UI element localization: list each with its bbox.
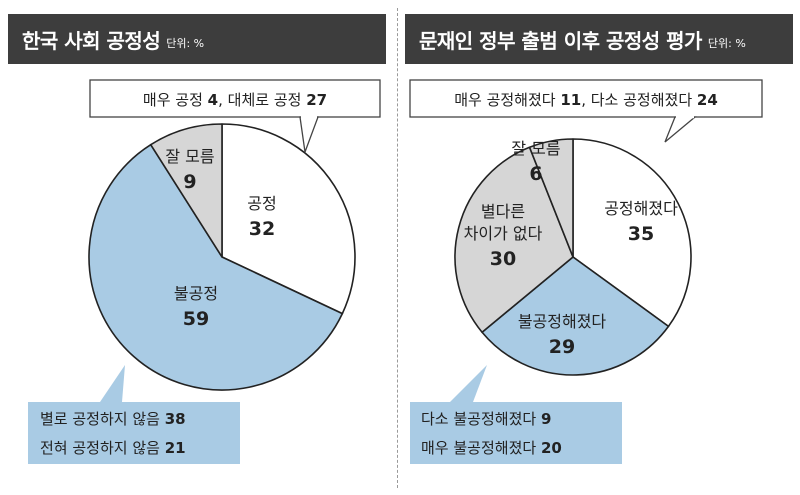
top-callout: 매우 공정 4, 대체로 공정 27 (89, 79, 381, 153)
top-callout-box (89, 79, 381, 118)
right-chart-title: 문재인 정부 출범 이후 공정성 평가 (419, 28, 702, 53)
top-callout-value: 11 (560, 91, 581, 109)
pie-slice-별다른-차이가-없다 (454, 146, 574, 334)
pie-slice-공정해졌다 (572, 138, 692, 328)
slice-value: 35 (628, 223, 654, 245)
pie-slice-잘-모름 (149, 123, 223, 258)
slice-label-불공정해졌다: 불공정해졌다 29 (518, 312, 607, 358)
slice-value: 29 (549, 336, 575, 358)
pie-slice-잘-모름 (528, 138, 574, 258)
top-callout-text: 매우 공정 4, 대체로 공정 27 (143, 91, 327, 109)
pie-slices (88, 123, 356, 391)
left-chart-title: 한국 사회 공정성 (22, 28, 161, 53)
pie-slice-불공정 (88, 143, 344, 391)
slice-value: 32 (249, 218, 275, 240)
slice-name-line2: 차이가 없다 (464, 224, 543, 243)
bottom-callout-value: 9 (541, 410, 551, 428)
top-callout-label: , 대체로 공정 (218, 91, 306, 109)
top-callout-box (409, 79, 763, 118)
bottom-callout-line: 별로 공정하지 않음 38 (40, 410, 186, 428)
top-callout: 매우 공정해졌다 11, 다소 공정해졌다 24 (409, 79, 763, 143)
top-callout-value: 24 (697, 91, 718, 109)
slice-name: 공정해졌다 (604, 199, 678, 218)
slice-label-불공정: 불공정 59 (174, 284, 218, 330)
bottom-callout-value: 38 (165, 410, 186, 428)
slice-value: 59 (183, 308, 209, 330)
slice-label-공정: 공정 32 (247, 194, 276, 240)
left-chart-panel: 한국 사회 공정성 단위: % 공정 32 불공정 59 잘 모름 9 매우 공정 4, 대… (0, 0, 390, 495)
bottom-callout-line: 매우 불공정해졌다 20 (421, 439, 562, 457)
left-chart-header: 한국 사회 공정성 단위: % (8, 14, 386, 64)
bottom-callout-value: 21 (165, 439, 186, 457)
slice-value: 30 (490, 248, 516, 270)
top-callout-pointer (664, 116, 697, 143)
pie-slice-불공정해졌다 (481, 256, 670, 376)
slice-label-잘-모름: 잘 모름 6 (511, 139, 560, 185)
top-callout-value: 27 (306, 91, 327, 109)
bottom-callout: 다소 불공정해졌다 9매우 불공정해졌다 20 (410, 365, 622, 464)
top-callout-label: , 다소 공정해졌다 (581, 91, 697, 109)
bottom-callout-label: 다소 불공정해졌다 (421, 410, 541, 428)
right-unit-label: 단위: % (707, 37, 746, 50)
pie-slice-공정 (221, 123, 356, 315)
bottom-callout-line: 다소 불공정해졌다 9 (421, 410, 551, 428)
slice-name: 잘 모름 (165, 147, 214, 166)
right-chart-header: 문재인 정부 출범 이후 공정성 평가 단위: % (405, 14, 793, 64)
bottom-callout-value: 20 (541, 439, 562, 457)
top-callout-pointer (299, 116, 319, 153)
top-callout-text: 매우 공정해졌다 11, 다소 공정해졌다 24 (454, 91, 718, 109)
slice-value: 6 (529, 163, 542, 185)
slice-name: 공정 (247, 194, 276, 213)
top-callout-value: 4 (208, 91, 218, 109)
left-pie-chart: 공정 32 불공정 59 잘 모름 9 매우 공정 4, 대체로 공정 27 별로 공정하지 … (28, 79, 381, 464)
pie-slices (454, 138, 692, 376)
bottom-callout-label: 별로 공정하지 않음 (40, 410, 165, 428)
slice-name: 불공정 (174, 284, 218, 303)
bottom-callout-label: 전혀 공정하지 않음 (40, 439, 165, 457)
bottom-callout-line: 전혀 공정하지 않음 21 (40, 439, 186, 457)
bottom-callout-box (28, 402, 240, 464)
slice-name: 잘 모름 (511, 139, 560, 158)
right-chart-panel: 문재인 정부 출범 이후 공정성 평가 단위: % 공정해졌다 35 불공정해졌다 2… (405, 0, 800, 495)
top-callout-label: 매우 공정해졌다 (454, 91, 560, 109)
bottom-callout-label: 매우 불공정해졌다 (421, 439, 541, 457)
bottom-callout-pointer (450, 365, 487, 402)
top-callout-label: 매우 공정 (143, 91, 208, 109)
slice-label-잘-모름: 잘 모름 9 (165, 147, 214, 193)
slice-label-공정해졌다: 공정해졌다 35 (604, 199, 678, 245)
bottom-callout-pointer (100, 365, 125, 402)
slice-value: 9 (183, 171, 196, 193)
left-unit-label: 단위: % (166, 37, 205, 50)
bottom-callout-box (410, 402, 622, 464)
slice-name: 불공정해졌다 (518, 312, 607, 331)
panel-divider (397, 8, 398, 488)
slice-name-line1: 별다른 (481, 202, 525, 221)
